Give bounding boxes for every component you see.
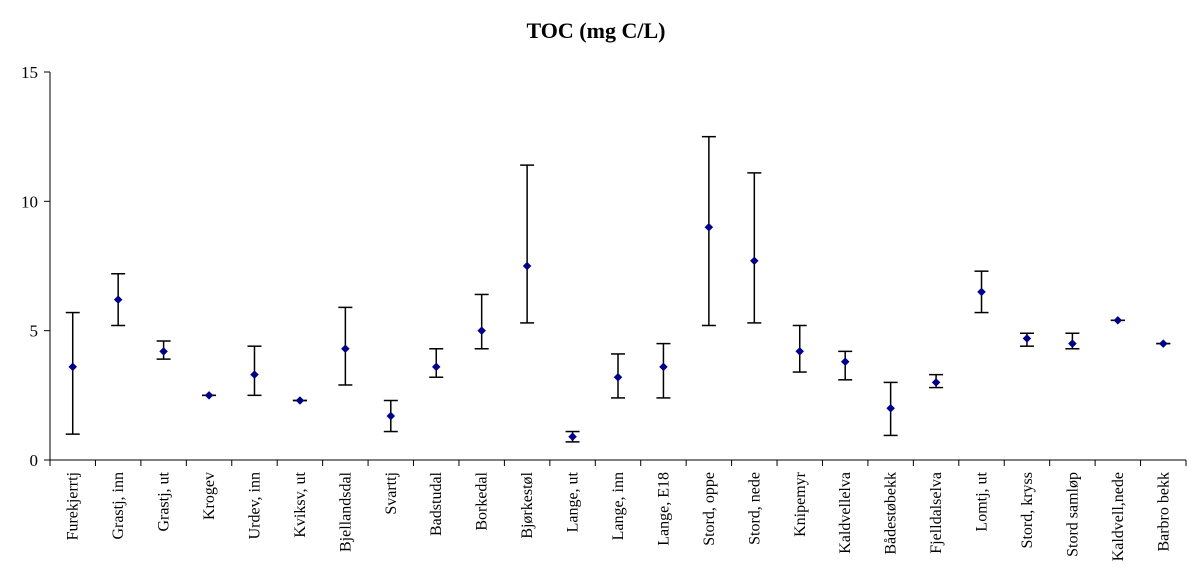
category-label: Grastj, inn (110, 472, 127, 540)
data-point (1022, 334, 1032, 343)
data-point (840, 357, 850, 367)
data-point (1113, 315, 1123, 325)
data-point (1068, 339, 1077, 348)
category-label: Knipemyr (792, 471, 809, 537)
data-point (68, 362, 78, 372)
y-tick-label: 0 (30, 451, 39, 470)
category-label: Kaldvell,nede (1110, 472, 1127, 561)
data-point (749, 256, 759, 266)
data-markers (68, 222, 1168, 442)
data-point (386, 411, 396, 421)
data-point (204, 390, 214, 400)
data-point (1158, 339, 1168, 348)
data-point (568, 432, 577, 442)
category-label: Grastj, ut (156, 471, 173, 531)
data-point (295, 396, 305, 405)
category-label: Lange, E18 (655, 472, 672, 546)
data-point (250, 370, 259, 379)
category-label: Badstudal (428, 471, 445, 536)
category-label: Stord, nede (746, 472, 763, 545)
y-tick-label: 10 (21, 192, 38, 211)
category-labels: Furekjerrtj Grastj, inn Grastj, ut Krogev Ur… (65, 471, 1173, 561)
data-point (977, 287, 986, 297)
data-point (522, 261, 532, 271)
category-label: Kaldvellelva (837, 472, 854, 554)
category-label: Bjellandsdal (337, 471, 354, 552)
data-point (886, 403, 895, 413)
category-label: Kviksv, ut (292, 471, 309, 537)
x-ticks (49, 460, 1187, 466)
category-label: Lomtj, ut (974, 471, 991, 531)
y-tick-label: 15 (21, 63, 38, 82)
y-ticks: 0 5 10 15 (21, 63, 50, 470)
data-point (931, 378, 941, 387)
data-point (795, 347, 805, 356)
category-label: Borkedal (474, 471, 491, 530)
category-label: Bådestøbekk (883, 472, 900, 555)
y-tick-label: 5 (30, 322, 39, 341)
data-point (477, 326, 487, 336)
chart-title: TOC (mg C/L) (527, 18, 666, 43)
category-label: Furekjerrtj (65, 472, 82, 540)
data-point (341, 344, 350, 354)
data-point (113, 295, 123, 304)
category-label: Fjelldalselva (928, 472, 945, 554)
category-label: Lange, inn (610, 472, 627, 540)
data-point (159, 347, 168, 356)
data-point (431, 362, 441, 372)
category-label: Krogev (201, 472, 218, 520)
category-label: Stord samløp (1064, 472, 1081, 557)
category-label: Svarttj (383, 472, 400, 515)
category-label: Bjørkestøl (519, 471, 536, 538)
category-label: Stord, kryss (1019, 472, 1036, 548)
data-point (659, 362, 668, 372)
data-point (613, 372, 623, 382)
category-label: Barbro bekk (1155, 472, 1172, 552)
category-label: Stord, oppe (701, 472, 718, 546)
category-label: Urdev, inn (246, 472, 263, 539)
data-point (704, 222, 714, 232)
error-bars (65, 135, 1171, 443)
category-label: Lange, ut (565, 471, 582, 532)
